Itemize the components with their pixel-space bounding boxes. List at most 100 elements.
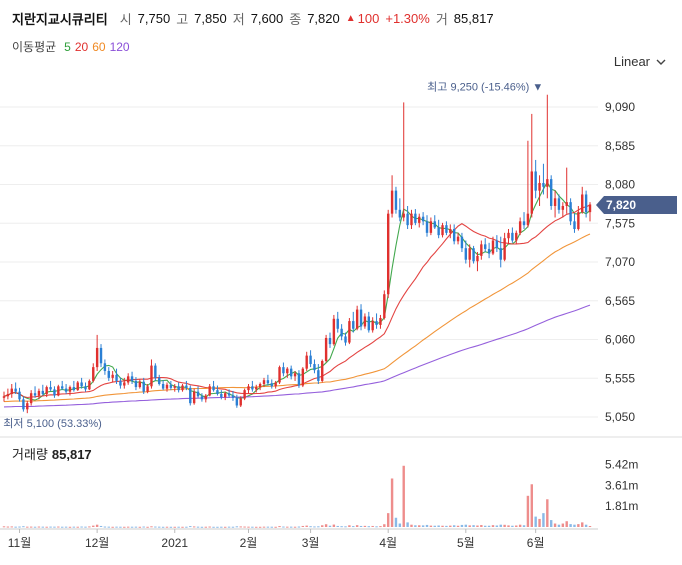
ma-20-label: 20: [74, 39, 89, 54]
candle-body: [452, 229, 456, 242]
candle-body: [441, 225, 444, 236]
candle-body: [511, 232, 514, 241]
last-price-label: 7,820: [606, 198, 636, 212]
candle-body: [258, 384, 262, 388]
candle-body: [208, 386, 211, 396]
volume-bar: [208, 526, 211, 528]
candle-body: [577, 212, 580, 230]
candle-body: [88, 380, 91, 390]
candle-body: [103, 363, 107, 371]
volume-bar: [142, 526, 145, 528]
volume-bar: [305, 525, 308, 527]
volume-bar: [445, 525, 448, 527]
candle-body: [227, 393, 231, 396]
candle-body: [33, 393, 37, 396]
candlestick-series: [2, 94, 592, 414]
candle-body: [29, 393, 33, 404]
volume-bar: [26, 526, 29, 528]
last-price-badge: [596, 196, 677, 214]
volume-label: 거: [435, 11, 448, 27]
candle-body: [557, 198, 561, 210]
volume-bar: [192, 526, 196, 528]
volume-bar: [224, 526, 227, 528]
price-tick-label: 6,565: [605, 294, 635, 308]
volume-bar: [352, 526, 355, 528]
volume-bar: [301, 525, 305, 527]
volume-bar: [348, 525, 351, 527]
ma-5-label: 5: [64, 39, 71, 54]
candle-body: [437, 227, 440, 236]
volume-bar: [37, 526, 41, 528]
volume-bar: [286, 526, 289, 528]
candle-body: [553, 198, 557, 206]
volume-bar: [158, 526, 161, 528]
volume-bar: [336, 525, 339, 527]
candle-body: [220, 393, 223, 398]
date-tick-label: 6월: [527, 536, 545, 550]
volume-bar: [216, 526, 219, 528]
candle-body: [274, 382, 277, 387]
candle-body: [429, 221, 433, 233]
volume-bar: [507, 525, 510, 527]
volume-bars: [2, 465, 592, 528]
close-label: 종: [289, 11, 302, 27]
candle-body: [495, 240, 499, 249]
candle-body: [247, 386, 250, 391]
volume-bar: [99, 525, 103, 527]
ma-20-line: [3, 204, 591, 399]
volume-bar: [565, 521, 568, 527]
candle-body: [286, 368, 289, 374]
low-label: 저: [232, 11, 245, 27]
candle-body: [76, 382, 79, 391]
volume-bar: [227, 526, 231, 528]
volume-bar: [441, 525, 444, 527]
volume-bar: [88, 526, 91, 528]
volume-bar: [383, 524, 386, 527]
volume-bar: [177, 526, 180, 528]
candle-body: [518, 221, 522, 233]
volume-bar: [53, 526, 56, 528]
ma-5-line: [3, 181, 591, 401]
volume-bar: [134, 526, 138, 528]
candle-body: [99, 347, 103, 364]
date-tick-label: 3월: [302, 536, 320, 550]
volume-bar: [126, 526, 130, 528]
price-tick-label: 5,555: [605, 371, 635, 385]
candle-body: [216, 390, 219, 394]
volume-bar: [173, 526, 176, 528]
volume-bar: [64, 526, 68, 528]
candle-body: [487, 248, 491, 254]
volume-bar: [18, 526, 21, 528]
volume-bar: [270, 526, 273, 528]
price-tick-label: 7,070: [605, 255, 635, 269]
volume-tick-label: 5.42m: [605, 457, 638, 471]
volume-tick-label: 1.81m: [605, 499, 638, 513]
volume-bar: [33, 526, 37, 528]
volume-bar: [355, 525, 359, 527]
volume-bar: [553, 523, 557, 527]
volume-bar: [154, 526, 157, 528]
volume-bar: [57, 526, 60, 528]
volume-bar: [61, 526, 64, 528]
min-price-annotation: 최저 5,100 (53.33%): [3, 417, 102, 430]
volume-bar: [189, 526, 192, 528]
volume-bar: [429, 525, 433, 527]
volume-bar: [324, 524, 328, 527]
scale-selector[interactable]: Linear: [614, 54, 666, 69]
candle-body: [212, 386, 215, 391]
candle-body: [355, 309, 359, 329]
volume-bar: [402, 465, 405, 527]
ma-120-line: [3, 304, 591, 408]
volume-bar: [398, 523, 402, 527]
candle-body: [480, 244, 483, 256]
volume-bar: [546, 499, 549, 527]
price-tick-label: 6,060: [605, 333, 635, 347]
open-label: 시: [119, 11, 132, 27]
volume-bar: [581, 522, 584, 527]
volume-bar: [367, 526, 370, 528]
volume-bar: [29, 526, 33, 528]
volume-bar: [534, 516, 537, 527]
candle-body: [468, 248, 471, 260]
volume-bar: [262, 526, 266, 528]
